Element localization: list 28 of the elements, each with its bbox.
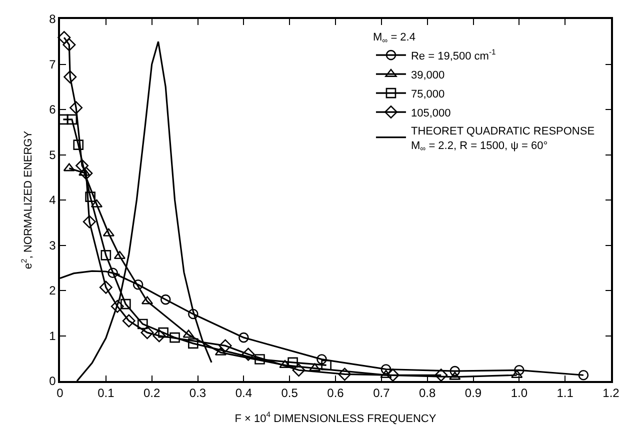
x-tick-label: 0.9 [464,386,482,400]
x-tick-label: 0.2 [143,386,160,400]
x-tick-label: 1.1 [556,386,574,400]
y-tick-label: 0 [49,374,56,388]
y-tick-label: 7 [49,57,56,72]
x-tick-label: 0.6 [327,386,344,400]
y-tick-label: 1 [49,328,56,343]
x-axis-title: F × 10$^{4}$ DIMENSIONLESS FREQUENCY [234,410,437,425]
x-tick-label: 1.2 [602,386,620,400]
x-tick-label: 0.5 [281,386,298,400]
legend-title: M$_{∞}$ = 2.4 [372,32,416,45]
legend-label: 105,000 [410,107,451,120]
x-tick-label: 0.1 [98,386,115,400]
x-tick-label: 0.4 [235,386,252,400]
legend-label: Re = 19,500 cm$^{-1}$ [410,48,496,62]
legend-label: THEORET QUADRATIC RESPONSE M$_{∞}$ = 2.2, R = 1500, ψ = 60° [410,125,595,154]
y-tick-label: 6 [49,102,56,117]
y-tick-label: 8 [49,12,56,26]
y-tick-label: 5 [49,148,56,162]
legend-label: 39,000 [410,69,445,82]
x-tick-label: 0.7 [373,386,390,400]
x-tick-label: 0.8 [418,386,436,400]
legend-label: 75,000 [410,88,445,100]
x-tick-label: 1.0 [510,386,528,400]
y-tick-label: 3 [49,238,56,252]
y-tick-label: 2 [49,284,56,298]
y-tick-label: 4 [49,193,56,208]
x-tick-label: 0.3 [189,386,206,400]
